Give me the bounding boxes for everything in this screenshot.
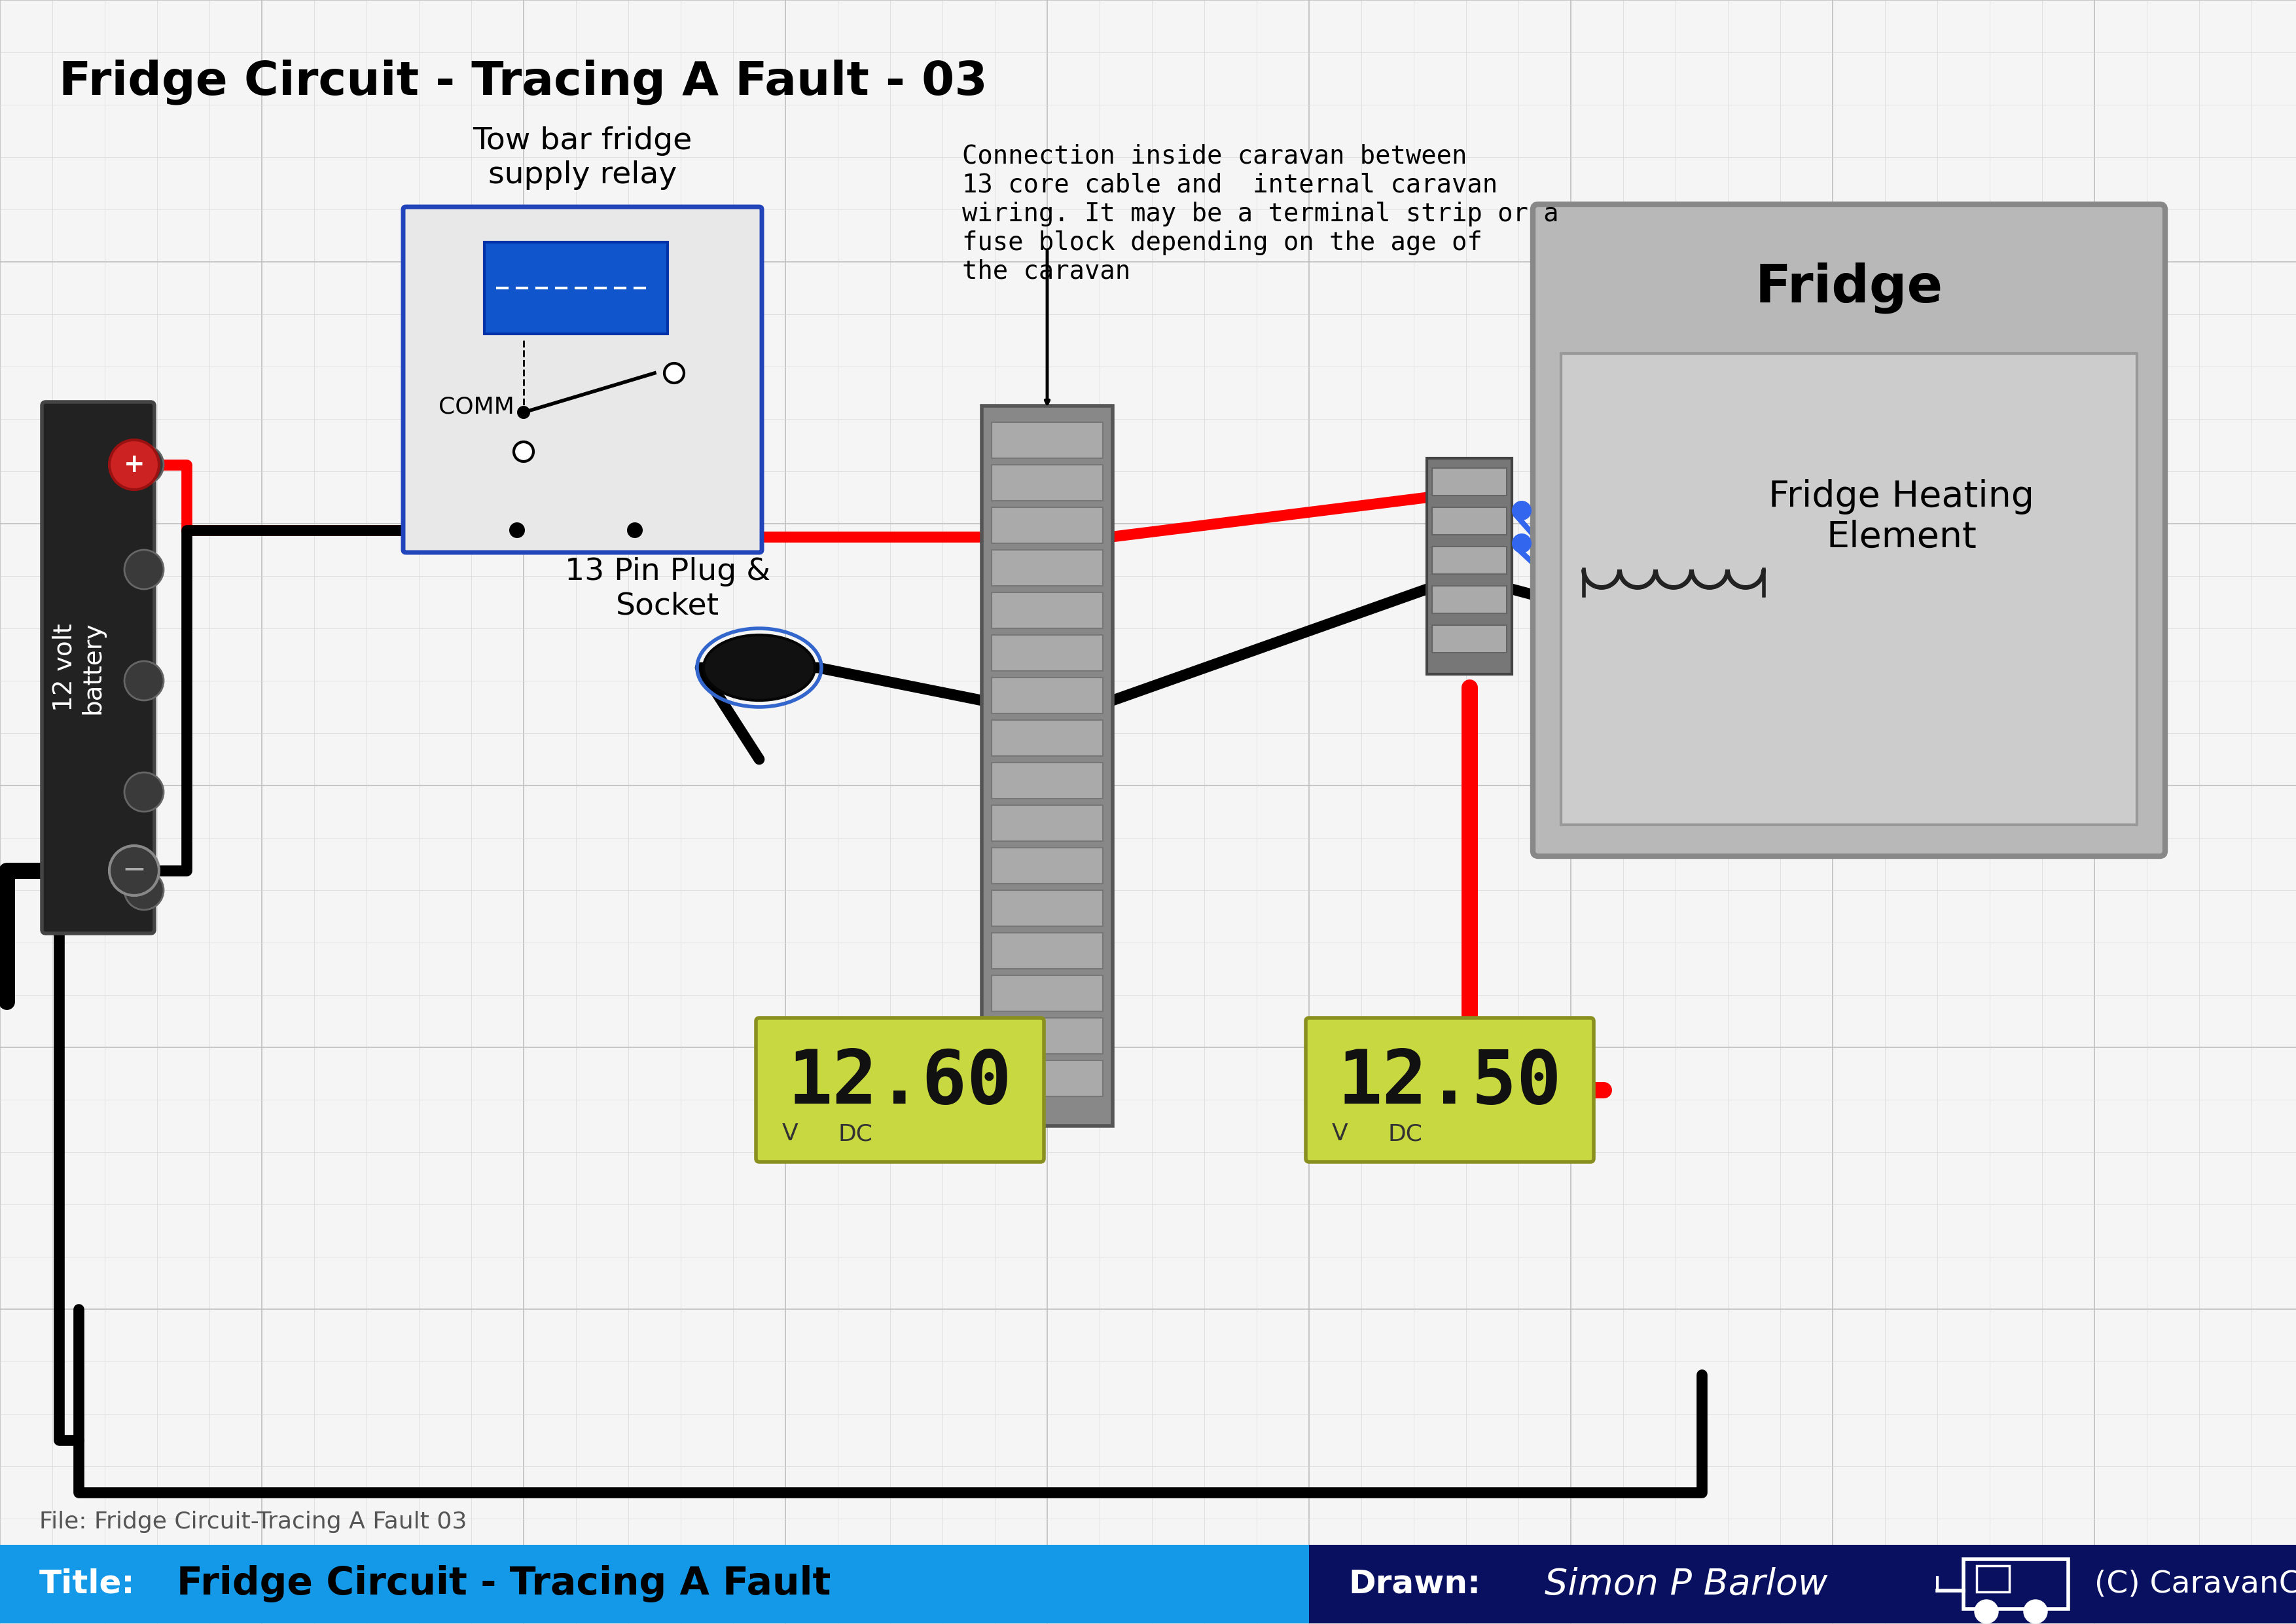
- Bar: [992, 551, 1102, 586]
- Bar: [1433, 625, 1506, 653]
- FancyBboxPatch shape: [41, 401, 154, 934]
- Circle shape: [1511, 533, 1531, 554]
- FancyBboxPatch shape: [1534, 205, 2165, 856]
- Text: 12 volt
battery: 12 volt battery: [53, 622, 106, 715]
- Bar: [1426, 458, 1511, 674]
- Text: Fridge Heating
Element: Fridge Heating Element: [1768, 479, 2034, 555]
- Circle shape: [1511, 500, 1531, 520]
- Text: Drawn:: Drawn:: [1348, 1569, 1481, 1600]
- Circle shape: [124, 445, 163, 484]
- Text: Fridge Circuit - Tracing A Fault: Fridge Circuit - Tracing A Fault: [177, 1566, 831, 1603]
- Bar: [992, 763, 1102, 799]
- Bar: [1963, 1559, 2069, 1609]
- Bar: [992, 507, 1102, 544]
- Bar: [1433, 507, 1506, 534]
- Bar: [992, 932, 1102, 970]
- Circle shape: [110, 440, 158, 489]
- Bar: [992, 422, 1102, 458]
- Bar: [1433, 468, 1506, 495]
- Circle shape: [514, 442, 533, 461]
- Circle shape: [517, 406, 530, 419]
- Circle shape: [2023, 1600, 2048, 1624]
- Bar: [992, 635, 1102, 671]
- Text: Fridge: Fridge: [1754, 263, 1942, 313]
- Text: Simon P Barlow: Simon P Barlow: [1545, 1567, 1828, 1601]
- Circle shape: [1975, 1600, 1998, 1624]
- FancyBboxPatch shape: [404, 206, 762, 552]
- Text: COMM: COMM: [439, 396, 514, 417]
- Text: Title:: Title:: [39, 1569, 135, 1600]
- Text: ─: ─: [126, 856, 142, 885]
- Ellipse shape: [703, 635, 815, 700]
- Text: V: V: [783, 1122, 799, 1145]
- FancyBboxPatch shape: [755, 1018, 1045, 1161]
- Text: +: +: [124, 453, 145, 477]
- Circle shape: [124, 551, 163, 590]
- Text: Connection inside caravan between
13 core cable and  internal caravan
wiring. It: Connection inside caravan between 13 cor…: [962, 145, 1559, 284]
- Bar: [1977, 1566, 2009, 1592]
- Bar: [992, 677, 1102, 713]
- Text: DC: DC: [838, 1122, 872, 1145]
- Text: 13 Pin Plug &
Socket: 13 Pin Plug & Socket: [565, 557, 771, 620]
- Bar: [992, 719, 1102, 757]
- Bar: [1433, 547, 1506, 573]
- Bar: [484, 242, 668, 335]
- Bar: [992, 848, 1102, 883]
- Bar: [992, 1060, 1102, 1096]
- Bar: [992, 593, 1102, 628]
- Text: V: V: [1332, 1122, 1348, 1145]
- Bar: [992, 890, 1102, 926]
- Bar: [1309, 1544, 2296, 1624]
- Text: Tow bar fridge
supply relay: Tow bar fridge supply relay: [473, 127, 691, 190]
- Bar: [1433, 586, 1506, 614]
- Circle shape: [510, 523, 526, 538]
- Text: 12.60: 12.60: [788, 1046, 1013, 1119]
- Bar: [992, 464, 1102, 500]
- Bar: [983, 406, 1114, 1125]
- Circle shape: [627, 523, 643, 538]
- Circle shape: [124, 773, 163, 812]
- Text: Fridge Circuit - Tracing A Fault - 03: Fridge Circuit - Tracing A Fault - 03: [60, 58, 987, 104]
- Bar: [992, 1018, 1102, 1054]
- Text: File: Fridge Circuit-Tracing A Fault 03: File: Fridge Circuit-Tracing A Fault 03: [39, 1510, 466, 1533]
- FancyBboxPatch shape: [1306, 1018, 1593, 1161]
- Bar: [992, 806, 1102, 841]
- Circle shape: [664, 364, 684, 383]
- Text: (C) CaravanChronicles.com: (C) CaravanChronicles.com: [2094, 1569, 2296, 1598]
- Text: 12.50: 12.50: [1339, 1046, 1561, 1119]
- Circle shape: [110, 846, 158, 895]
- Bar: [0, 1544, 1309, 1624]
- Circle shape: [124, 661, 163, 700]
- Circle shape: [124, 870, 163, 909]
- Bar: [992, 976, 1102, 1012]
- Text: DC: DC: [1387, 1122, 1421, 1145]
- Bar: [1561, 354, 2138, 825]
